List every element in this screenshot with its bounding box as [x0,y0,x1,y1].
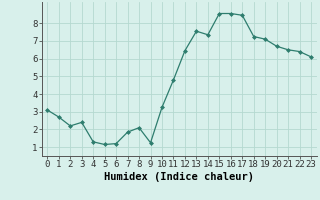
X-axis label: Humidex (Indice chaleur): Humidex (Indice chaleur) [104,172,254,182]
